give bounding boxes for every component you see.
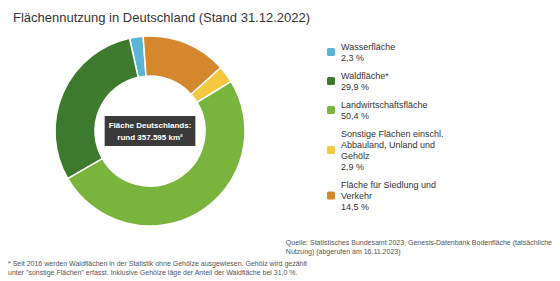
svg-text:29,9 %: 29,9 % bbox=[341, 82, 369, 92]
svg-text:Nutzung) (abgerufen am 16.11.2: Nutzung) (abgerufen am 16.11.2023) bbox=[286, 248, 401, 256]
svg-text:50,4 %: 50,4 % bbox=[341, 111, 369, 121]
svg-text:rund 357.595 km²: rund 357.595 km² bbox=[117, 133, 183, 142]
svg-text:2,9 %: 2,9 % bbox=[341, 162, 364, 172]
svg-text:Flächennutzung in Deutschland: Flächennutzung in Deutschland (Stand 31.… bbox=[13, 10, 310, 25]
svg-text:Quelle: Statistisches Bundesam: Quelle: Statistisches Bundesamt 2023, Ge… bbox=[286, 239, 552, 247]
svg-text:Fläche für Siedlung und: Fläche für Siedlung und bbox=[341, 180, 436, 190]
svg-text:Waldfläche*: Waldfläche* bbox=[341, 71, 389, 81]
svg-text:unter "sonstige Flächen" erfas: unter "sonstige Flächen" erfasst. Inklus… bbox=[8, 269, 298, 277]
svg-text:Sonstige Flächen einschl.: Sonstige Flächen einschl. bbox=[341, 129, 444, 139]
svg-text:Landwirtschaftsfläche: Landwirtschaftsfläche bbox=[341, 100, 428, 110]
svg-text:Gehölz: Gehölz bbox=[341, 151, 370, 161]
svg-text:Abbauland, Unland und: Abbauland, Unland und bbox=[341, 140, 435, 150]
svg-text:Fläche Deutschlands:: Fläche Deutschlands: bbox=[109, 121, 192, 130]
svg-text:2,3 %: 2,3 % bbox=[341, 53, 364, 63]
svg-text:Verkehr: Verkehr bbox=[341, 191, 372, 201]
svg-text:* Seit 2016 werden Waldflächen: * Seit 2016 werden Waldflächen in der St… bbox=[8, 260, 307, 268]
svg-text:14,5 %: 14,5 % bbox=[341, 202, 369, 212]
svg-text:Wasserfläche: Wasserfläche bbox=[341, 42, 395, 52]
